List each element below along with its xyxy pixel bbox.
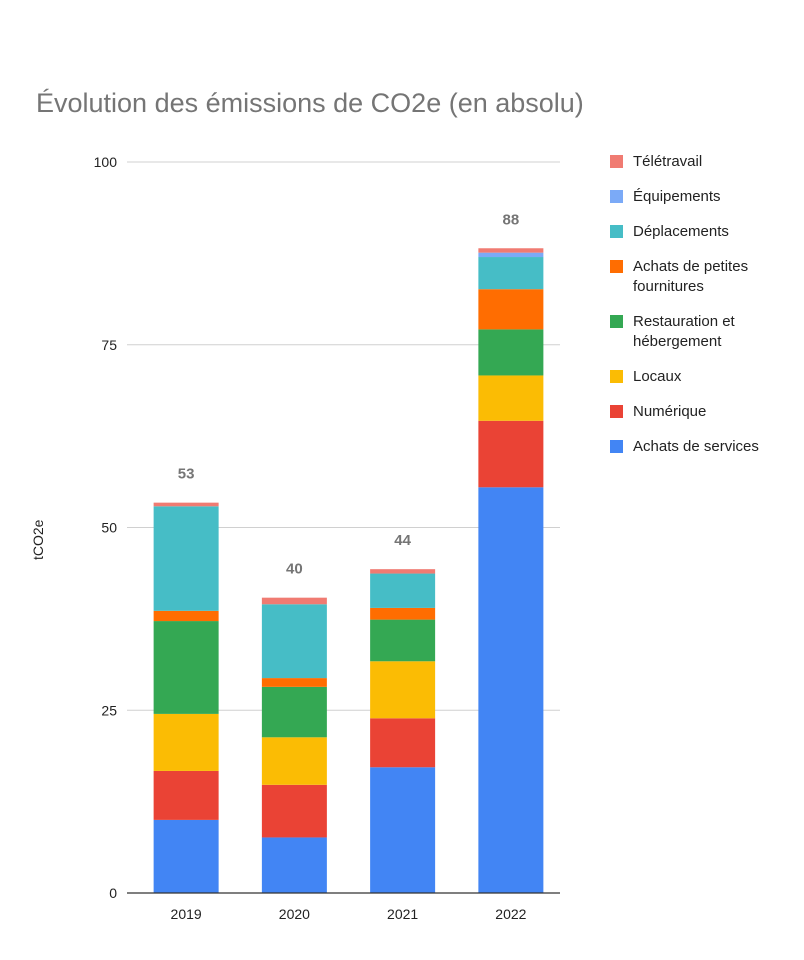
legend-label: Restauration et hébergement — [633, 313, 735, 350]
legend-label: Équipements — [633, 188, 721, 205]
legend-item: Achats de petites fournitures — [610, 257, 790, 297]
bar-segment — [153, 506, 219, 611]
bar-segment — [370, 619, 436, 662]
legend-label: Déplacements — [633, 223, 729, 240]
bar-segment — [261, 678, 327, 687]
chart-title: Évolution des émissions de CO2e (en abso… — [36, 88, 584, 118]
y-tick-label: 0 — [109, 885, 117, 901]
bar-segment — [261, 737, 327, 785]
legend-label: Achats de services — [633, 438, 759, 455]
bar-segment — [478, 252, 544, 258]
legend-swatch — [610, 155, 623, 168]
legend-item: Locaux — [610, 367, 790, 387]
bar-segment — [370, 573, 436, 608]
legend-item: Restauration et hébergement — [610, 312, 790, 352]
x-tick-label: 2022 — [495, 906, 526, 922]
bar-segment — [261, 784, 327, 838]
x-tick-label: 2019 — [171, 906, 202, 922]
bar-segment — [261, 837, 327, 893]
legend-swatch — [610, 370, 623, 383]
bar-segment — [478, 329, 544, 376]
x-tick-label: 2021 — [387, 906, 418, 922]
bar-segment — [261, 597, 327, 605]
total-label: 88 — [503, 211, 520, 228]
y-tick-label: 75 — [101, 337, 117, 353]
legend-label: Télétravail — [633, 153, 703, 170]
x-tick-label: 2020 — [279, 906, 310, 922]
y-tick-label: 50 — [101, 520, 117, 536]
legend-label: Numérique — [633, 403, 707, 420]
legend-swatch — [610, 225, 623, 238]
legend-swatch — [610, 315, 623, 328]
bar-segment — [370, 569, 436, 574]
legend-swatch — [610, 440, 623, 453]
bar-segment — [153, 819, 219, 893]
total-label: 44 — [394, 532, 411, 549]
bar-segment — [370, 718, 436, 768]
legend-swatch — [610, 260, 623, 273]
bar-segment — [478, 257, 544, 290]
legend-item: Télétravail — [610, 152, 790, 172]
bar-segment — [370, 607, 436, 620]
legend-item: Achats de services — [610, 437, 790, 457]
bar-segment — [478, 248, 544, 253]
bar-segment — [478, 289, 544, 330]
legend-item: Déplacements — [610, 222, 790, 242]
total-label: 40 — [286, 561, 303, 578]
bar-segment — [261, 604, 327, 679]
bar-segment — [478, 487, 544, 893]
bar-segment — [370, 661, 436, 719]
bar-segment — [153, 502, 219, 507]
legend: Télétravail Équipements Déplacements Achats… — [610, 152, 790, 472]
bar-segment — [153, 770, 219, 820]
bar-segment — [153, 713, 219, 771]
bar-segment — [261, 686, 327, 738]
total-label: 53 — [178, 466, 195, 483]
legend-swatch — [610, 190, 623, 203]
y-tick-label: 25 — [101, 702, 117, 718]
legend-label: Locaux — [633, 368, 682, 385]
y-tick-label: 100 — [94, 154, 118, 170]
legend-swatch — [610, 405, 623, 418]
legend-item: Équipements — [610, 187, 790, 207]
bar-segment — [370, 767, 436, 893]
legend-item: Numérique — [610, 402, 790, 422]
bar-segment — [478, 375, 544, 421]
bar-segment — [153, 621, 219, 714]
bar-segment — [153, 610, 219, 622]
bar-segment — [478, 420, 544, 488]
legend-label: Achats de petites fournitures — [633, 258, 749, 295]
